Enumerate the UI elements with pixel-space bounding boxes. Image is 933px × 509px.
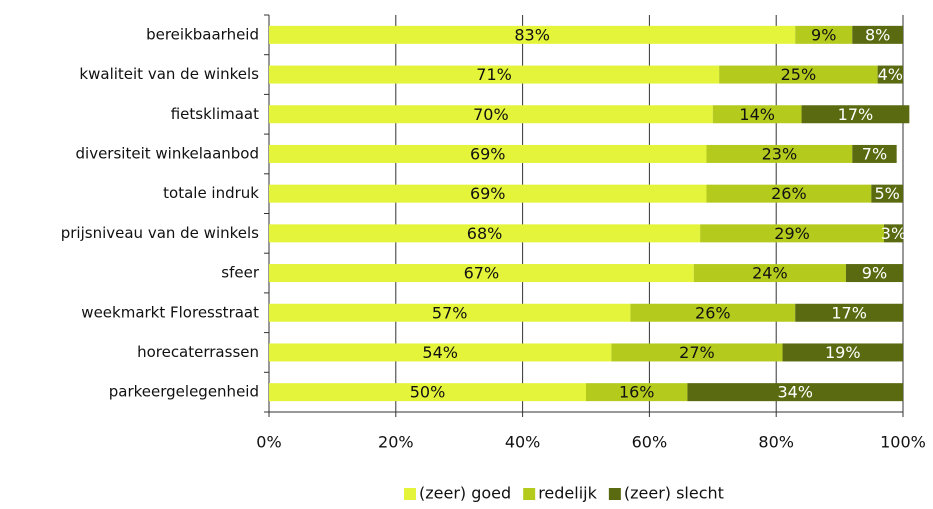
data-label: 26% <box>771 184 807 203</box>
y-tick-label: prijsniveau van de winkels <box>61 224 259 242</box>
bar-segment <box>693 264 846 283</box>
data-label: 8% <box>865 25 890 44</box>
bar-segment <box>706 184 872 203</box>
data-label: 17% <box>831 303 867 322</box>
bar-segment <box>852 144 897 163</box>
data-label: 71% <box>476 65 512 84</box>
bar-segment <box>269 65 720 84</box>
x-tick-label: 0% <box>256 433 281 452</box>
data-label: 17% <box>838 105 874 124</box>
bar-segment <box>852 25 903 44</box>
bar-segment <box>269 224 701 243</box>
data-label: 16% <box>619 383 655 402</box>
data-label: 9% <box>811 25 836 44</box>
bar-segment <box>845 264 903 283</box>
data-label: 83% <box>514 25 550 44</box>
data-label: 4% <box>878 65 903 84</box>
data-label: 69% <box>470 184 506 203</box>
legend-swatch <box>523 488 536 500</box>
bar-segment <box>269 105 713 124</box>
data-label: 23% <box>762 144 798 163</box>
y-tick-label: totale indruk <box>163 184 259 202</box>
legend-label: (zeer) slecht <box>624 484 724 503</box>
bar-segment <box>630 303 796 322</box>
y-tick-label: kwaliteit van de winkels <box>79 65 259 83</box>
data-label: 50% <box>410 383 446 402</box>
bar-segment <box>706 144 853 163</box>
legend-label: redelijk <box>538 484 597 503</box>
legend-label: (zeer) goed <box>419 484 511 503</box>
y-tick-label: horecaterrassen <box>137 343 259 361</box>
bar-segment <box>269 25 796 44</box>
bar-segment <box>782 343 903 362</box>
data-label: 3% <box>881 224 906 243</box>
bar-segment <box>269 184 707 203</box>
data-label: 27% <box>679 343 715 362</box>
y-tick-label: fietsklimaat <box>171 105 259 123</box>
data-label: 68% <box>467 224 503 243</box>
bar-segment <box>877 65 903 84</box>
bar-segment <box>795 25 853 44</box>
data-label: 24% <box>752 264 788 283</box>
bar-segment <box>700 224 884 243</box>
legend-swatch <box>404 488 416 500</box>
data-label: 69% <box>470 144 506 163</box>
data-label: 25% <box>781 65 817 84</box>
x-tick-label: 100% <box>880 433 926 452</box>
data-label: 70% <box>473 105 509 124</box>
data-label: 5% <box>874 184 899 203</box>
x-tick-label: 80% <box>758 433 794 452</box>
data-label: 57% <box>432 303 468 322</box>
data-label: 19% <box>825 343 861 362</box>
data-label: 34% <box>777 383 813 402</box>
data-label: 26% <box>695 303 731 322</box>
y-tick-label: diversiteit winkelaanbod <box>76 144 259 162</box>
bar-segment <box>801 105 910 124</box>
x-tick-label: 20% <box>378 433 414 452</box>
bar-segment <box>795 303 903 322</box>
data-label: 9% <box>862 264 887 283</box>
bar-segment <box>269 303 631 322</box>
bar-segment <box>871 184 903 203</box>
bar-segment <box>269 383 586 402</box>
x-tick-label: 60% <box>632 433 668 452</box>
bar-segment <box>586 383 688 402</box>
y-tick-label: weekmarkt Floresstraat <box>81 303 259 321</box>
bar-segment <box>269 343 612 362</box>
data-label: 14% <box>739 105 775 124</box>
y-tick-label: parkeergelegenheid <box>109 383 259 401</box>
x-tick-label: 40% <box>505 433 541 452</box>
bar-segment <box>883 224 903 243</box>
bar-segment <box>712 105 802 124</box>
bar-segment <box>269 144 707 163</box>
bar-segment <box>611 343 783 362</box>
data-label: 67% <box>464 264 500 283</box>
data-label: 29% <box>774 224 810 243</box>
data-label: 7% <box>862 144 887 163</box>
legend-swatch <box>608 488 621 500</box>
y-tick-label: sfeer <box>221 264 260 282</box>
bar-segment <box>719 65 878 84</box>
bar-segment <box>687 383 903 402</box>
data-label: 54% <box>422 343 458 362</box>
y-tick-label: bereikbaarheid <box>146 25 259 43</box>
bar-segment <box>269 264 694 283</box>
